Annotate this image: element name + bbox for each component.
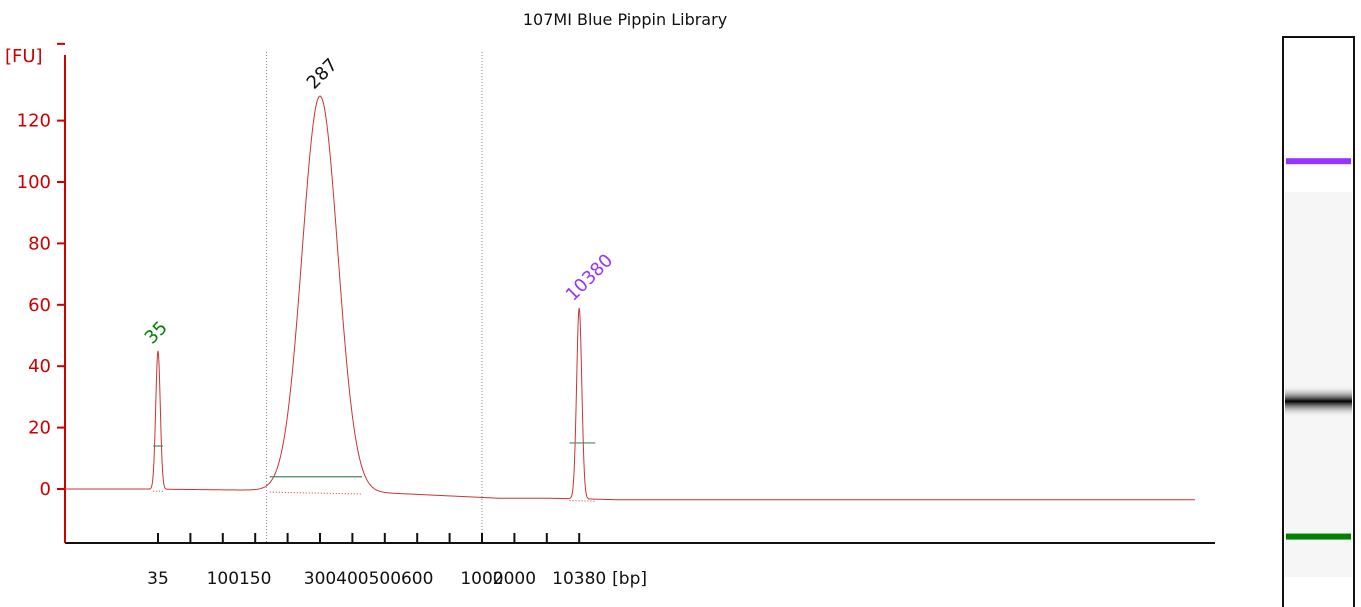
gel-lane-background (1285, 192, 1352, 577)
lower-marker-band (1286, 533, 1351, 540)
y-tick-label: 60 (28, 295, 51, 316)
y-tick-label: 40 (28, 356, 51, 377)
gel-lane (1282, 36, 1355, 607)
y-tick-label: 0 (40, 479, 51, 500)
chart-title: 107MI Blue Pippin Library (523, 10, 727, 29)
x-tick-label: 500 (369, 569, 401, 589)
y-axis-label: [FU] (5, 46, 43, 67)
y-tick-label: 120 (17, 111, 51, 132)
signal-trace (65, 95, 1195, 501)
x-tick-label: 2000 (493, 569, 536, 589)
x-tick-label: 10380 (552, 569, 606, 589)
y-tick-label: 80 (28, 233, 51, 254)
x-tick-label: 150 (239, 569, 271, 589)
x-tick-label: 35 (147, 569, 169, 589)
x-tick-label: 300 (304, 569, 336, 589)
y-tick-label: 20 (28, 418, 51, 439)
x-tick-label: 100 (207, 569, 239, 589)
x-tick-label: 600 (401, 569, 433, 589)
peak-label: 35 (141, 317, 172, 348)
x-tick-label: 400 (336, 569, 368, 589)
sample-band (1285, 385, 1352, 418)
peak-baseline (269, 491, 363, 495)
x-tick-label: 1000 (460, 569, 503, 589)
peak-label: 287 (303, 54, 342, 93)
x-axis-label: [bp] (612, 569, 647, 589)
upper-marker-band (1286, 158, 1351, 165)
y-tick-label: 100 (17, 172, 51, 193)
peak-label: 10380 (562, 250, 617, 305)
